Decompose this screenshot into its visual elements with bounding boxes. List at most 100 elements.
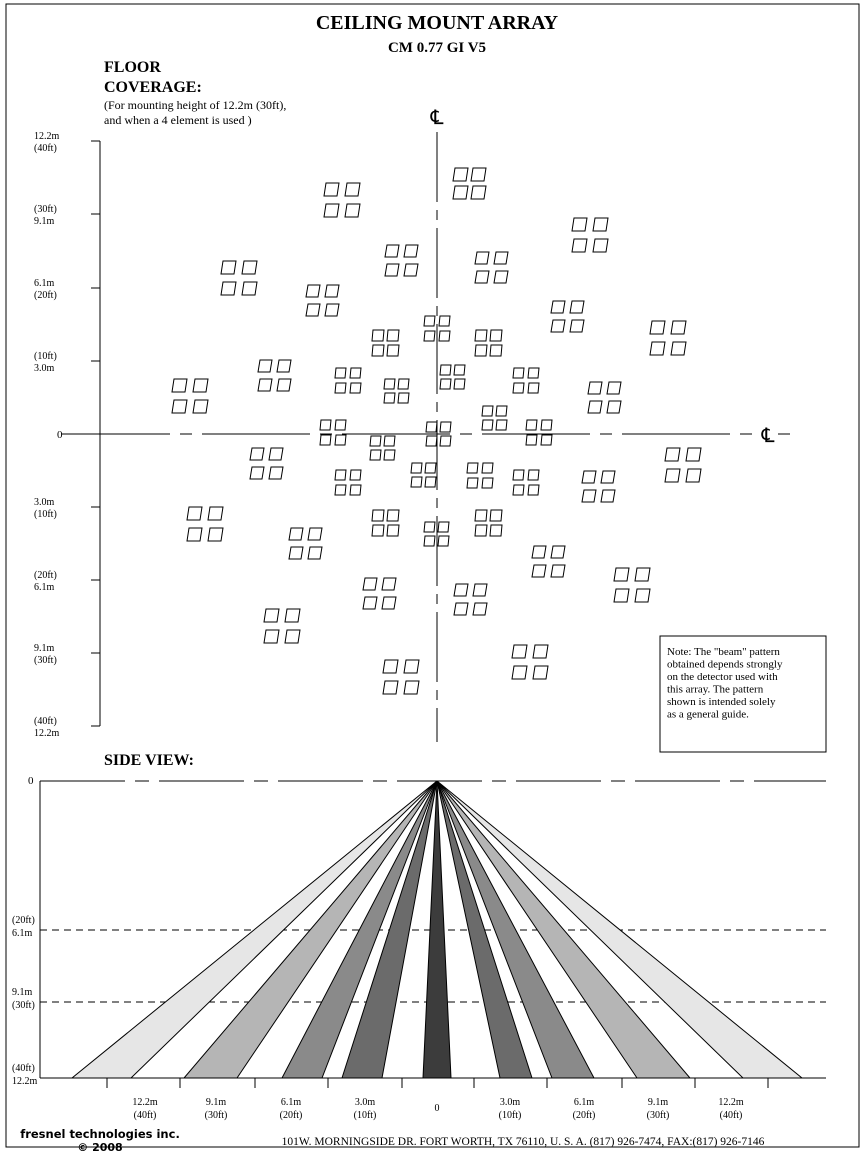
beam-square [192, 378, 209, 393]
beam-square [489, 509, 503, 522]
side-y-label: 9.1m [12, 987, 33, 998]
side-beam-fans [70, 780, 804, 1079]
copyright: © 2008 [77, 1141, 122, 1153]
side-y-label: (40ft) [12, 1063, 35, 1074]
floor-beam-pattern [171, 167, 702, 695]
beam-square-group [382, 659, 420, 695]
beam-square [527, 469, 540, 481]
beam-square [362, 577, 378, 591]
beam-square-group [288, 527, 323, 560]
beam-square-group [369, 435, 396, 461]
beam-square [371, 329, 385, 342]
beam-square [474, 524, 488, 537]
page-title: CEILING MOUNT ARRAY [316, 12, 559, 34]
beam-square [649, 320, 666, 335]
note-line: Note: The "beam" pattern [667, 646, 780, 658]
beam-square [319, 434, 332, 446]
beam-square [437, 521, 450, 533]
beam-square [423, 315, 436, 327]
beam-square-group [452, 167, 487, 200]
beam-square [369, 435, 382, 447]
beam-square [540, 434, 553, 446]
beam-square [288, 546, 304, 560]
beam-square [344, 182, 361, 197]
beam-square [481, 462, 494, 474]
beam-square [344, 203, 361, 218]
beam-square [489, 344, 503, 357]
beam-square [606, 381, 622, 395]
beam-square [324, 284, 340, 298]
beam-square [493, 270, 509, 284]
floor-y-label: 6.1m [34, 278, 55, 289]
floor-y-label: 0 [57, 429, 63, 441]
beam-square [437, 535, 450, 547]
beam-square [334, 367, 347, 379]
floor-y-label: 12.2m [34, 728, 60, 739]
beam-square [276, 359, 292, 373]
beam-square-group [362, 577, 397, 610]
floor-subtitle-line2: and when a 4 element is used ) [104, 113, 252, 127]
beam-square [550, 545, 566, 559]
beam-square-group [220, 260, 258, 296]
beam-square [319, 419, 332, 431]
side-x-label: (40ft) [134, 1110, 157, 1121]
beam-square [423, 330, 436, 342]
side-x-label: (10ft) [499, 1110, 522, 1121]
beam-square [397, 392, 410, 404]
beam-square [220, 260, 237, 275]
beam-square [425, 421, 438, 433]
floor-y-label: 6.1m [34, 582, 55, 593]
beam-square [466, 477, 479, 489]
beam-square-group [512, 469, 540, 496]
beam-square [257, 359, 273, 373]
beam-square [685, 447, 702, 462]
beam-square [249, 447, 265, 461]
beam-square [207, 506, 224, 521]
beam-square [489, 329, 503, 342]
beam-square [323, 182, 340, 197]
beam-square [569, 300, 585, 314]
beam-square-group [474, 509, 503, 537]
floor-y-label: (20ft) [34, 290, 57, 301]
floor-y-label: 3.0m [34, 497, 55, 508]
beam-square [592, 217, 609, 232]
beam-square [334, 382, 347, 394]
beam-square-group [531, 545, 566, 578]
beam-square [349, 382, 362, 394]
beam-square [481, 405, 494, 417]
beam-square-group [423, 521, 450, 547]
side-view-heading: SIDE VIEW: [104, 752, 194, 769]
beam-square-group [474, 251, 509, 284]
beam-square-group [474, 329, 503, 357]
side-y-labels: (20ft) 6.1m 9.1m (30ft) (40ft) 12.2m [12, 915, 38, 1087]
floor-y-label: 3.0m [34, 363, 55, 374]
floor-y-labels: 12.2m(40ft)(30ft)9.1m6.1m(20ft)(10ft)3.0… [34, 131, 63, 739]
beam-square [268, 447, 284, 461]
beam-square [439, 421, 452, 433]
beam-square [531, 564, 547, 578]
side-x-label: 6.1m [574, 1097, 595, 1108]
beam-square [581, 470, 597, 484]
beam-square [397, 378, 410, 390]
beam-square-group [571, 217, 609, 253]
side-x-label: (20ft) [280, 1110, 303, 1121]
beam-square [531, 545, 547, 559]
side-x-label: (40ft) [720, 1110, 743, 1121]
beam-square [334, 419, 347, 431]
beam-square [664, 447, 681, 462]
beam-square [403, 659, 420, 674]
beam-square-group [613, 567, 651, 603]
beam-square [307, 546, 323, 560]
beam-square [452, 167, 469, 182]
beam-square [241, 260, 258, 275]
beam-square [241, 281, 258, 296]
beam-square [220, 281, 237, 296]
beam-square [403, 263, 419, 277]
beam-square [512, 469, 525, 481]
beam-square [284, 629, 301, 644]
beam-square-group [664, 447, 702, 483]
beam-square [383, 435, 396, 447]
beam-square [670, 320, 687, 335]
beam-square-group [425, 421, 452, 447]
beam-square [495, 419, 508, 431]
